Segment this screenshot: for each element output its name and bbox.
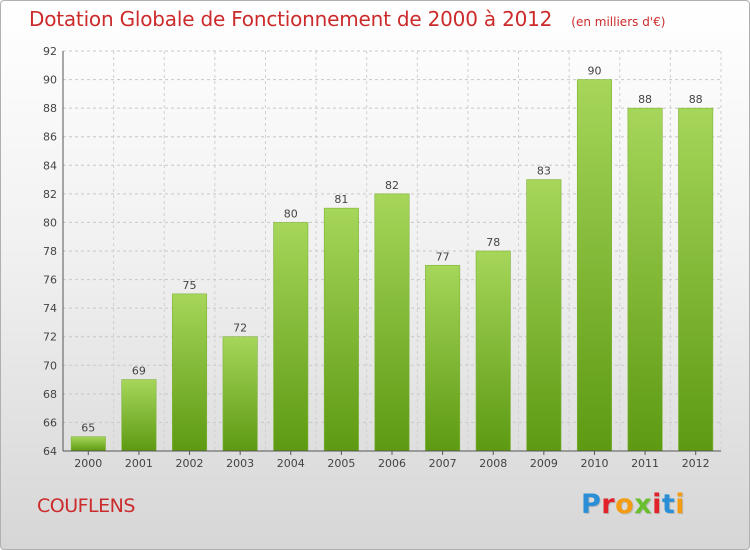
y-tick-label: 68	[43, 388, 57, 401]
x-tick-label: 2001	[125, 457, 153, 470]
x-tick-label: 2012	[682, 457, 710, 470]
logo-letter: o	[615, 489, 635, 520]
y-tick-label: 72	[43, 331, 57, 344]
x-tick-label: 2005	[327, 457, 355, 470]
logo-letter: P	[581, 489, 602, 520]
bar-value-label: 81	[334, 193, 348, 206]
bar-value-label: 82	[385, 179, 399, 192]
y-tick-label: 84	[43, 159, 57, 172]
bar	[374, 193, 410, 452]
bar-value-label: 72	[233, 322, 247, 335]
y-tick-label: 66	[43, 416, 57, 429]
chart-subtitle: (en milliers d'€)	[571, 15, 666, 29]
bar	[121, 379, 157, 452]
logo-letter: i	[675, 489, 686, 520]
commune-name: COUFLENS	[37, 495, 135, 517]
y-tick-label: 74	[43, 302, 57, 315]
proxiti-logo[interactable]: Proxiti	[581, 489, 685, 520]
bar	[627, 107, 663, 452]
y-tick-label: 92	[43, 45, 57, 58]
x-tick-label: 2008	[479, 457, 507, 470]
bar-value-label: 83	[537, 165, 551, 178]
bar	[425, 264, 461, 452]
y-tick-label: 76	[43, 274, 57, 287]
logo-letter: t	[661, 489, 676, 520]
bar	[576, 79, 612, 452]
logo-letter: i	[652, 489, 662, 520]
x-tick-label: 2011	[631, 457, 659, 470]
title-row: Dotation Globale de Fonctionnement de 20…	[29, 7, 665, 31]
bar-value-label: 69	[132, 365, 146, 378]
bar-value-label: 88	[689, 93, 703, 106]
bar-value-label: 65	[81, 422, 95, 435]
bar-value-label: 78	[486, 236, 500, 249]
logo-letter: x	[634, 489, 653, 520]
chart-title: Dotation Globale de Fonctionnement de 20…	[29, 7, 553, 31]
bar	[323, 207, 359, 452]
bar	[70, 436, 106, 452]
x-tick-label: 2003	[226, 457, 254, 470]
x-tick-label: 2000	[74, 457, 102, 470]
x-tick-label: 2002	[176, 457, 204, 470]
y-tick-label: 82	[43, 188, 57, 201]
bar	[678, 107, 714, 452]
x-tick-label: 2004	[277, 457, 305, 470]
bar-value-label: 90	[587, 65, 601, 78]
y-tick-label: 88	[43, 102, 57, 115]
y-tick-label: 70	[43, 359, 57, 372]
bar-value-label: 75	[183, 279, 197, 292]
bar	[273, 222, 309, 452]
bar-value-label: 80	[284, 207, 298, 220]
y-tick-label: 64	[43, 445, 57, 458]
x-tick-label: 2009	[530, 457, 558, 470]
bar	[222, 336, 258, 452]
bar	[475, 250, 511, 452]
y-tick-label: 80	[43, 216, 57, 229]
bar-value-label: 77	[436, 250, 450, 263]
bar	[172, 293, 208, 452]
x-tick-label: 2006	[378, 457, 406, 470]
y-tick-label: 90	[43, 74, 57, 87]
x-tick-label: 2010	[580, 457, 608, 470]
x-tick-label: 2007	[429, 457, 457, 470]
logo-letter: r	[601, 489, 616, 520]
bar-value-label: 88	[638, 93, 652, 106]
y-tick-label: 86	[43, 131, 57, 144]
y-tick-label: 78	[43, 245, 57, 258]
bar	[526, 179, 562, 452]
